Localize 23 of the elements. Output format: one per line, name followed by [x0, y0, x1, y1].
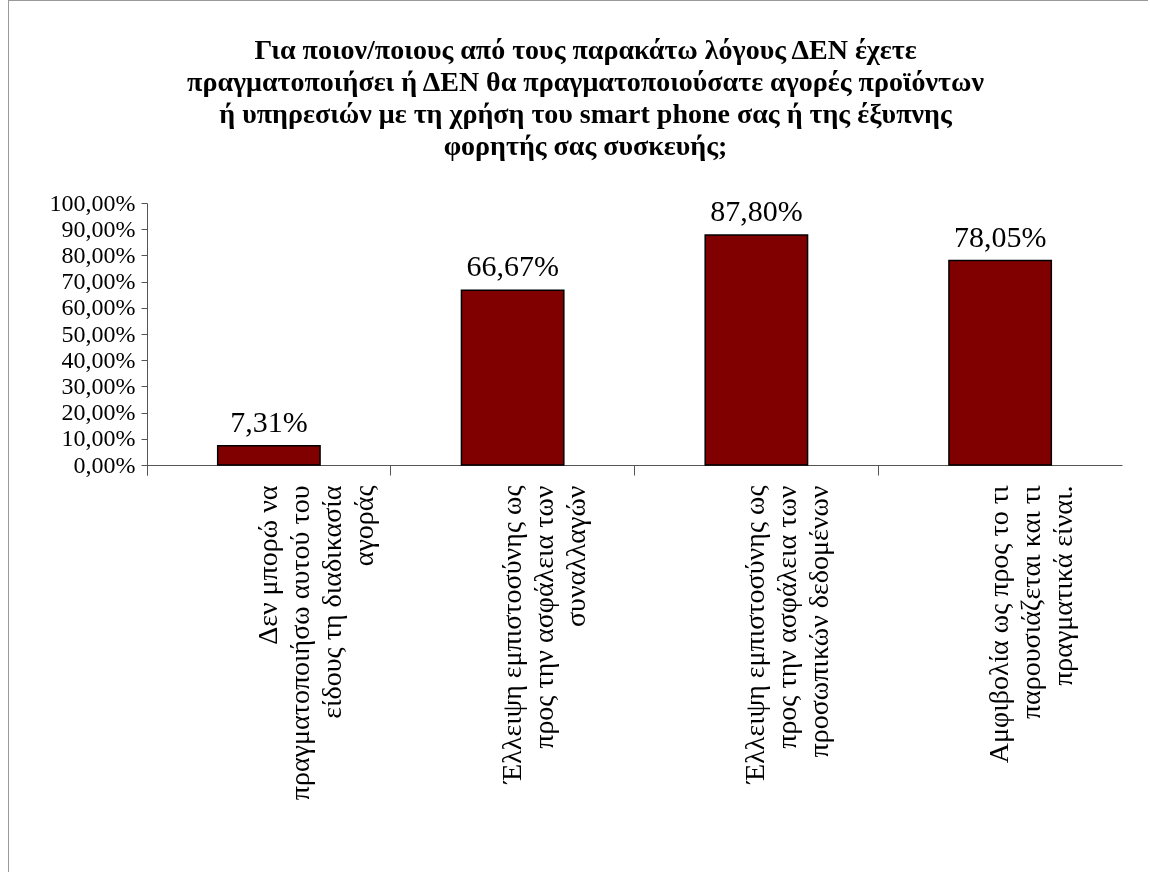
x-tick-label: Αμφιβολία ως προς το τι παρουσιάζεται και τι πραγματικά είναι.: [983, 485, 1079, 764]
y-tick-label: 30,00%: [61, 372, 136, 399]
chart-title: Για ποιον/ποιους από τους παρακάτω λόγους ΔΕΝ έχετε πραγματοποιήσει ή ΔΕΝ θα πραγματοποιούσατε αγορές προϊόντων ή υπηρεσιών με τη χρήση του smart phone σας ή της έξυπνης φορητής σας συσκευής;: [187, 34, 985, 161]
bar: [704, 234, 809, 466]
y-tick-label: 100,00%: [49, 189, 136, 216]
x-tick-label: Έλλειψη εμπιστοσύνης ως προς την ασφάλεια των συναλλαγών: [495, 485, 591, 785]
y-tick-label: 40,00%: [61, 346, 136, 373]
x-tick-label: Δεν μπορώ να πραγματοποιήσω αυτού του είδους τη διαδικασία αγοράς: [251, 485, 379, 801]
y-tick-label: 10,00%: [61, 425, 136, 452]
y-tick-label: 90,00%: [61, 215, 136, 242]
data-label: 87,80%: [710, 193, 803, 227]
y-tick-label: 60,00%: [61, 294, 136, 321]
bar: [216, 445, 321, 466]
data-label: 78,05%: [953, 219, 1047, 253]
bar: [460, 289, 565, 466]
y-tick-label: 0,00%: [73, 451, 136, 478]
bar: [948, 259, 1053, 466]
data-label: 66,67%: [466, 249, 559, 283]
y-tick-label: 50,00%: [61, 320, 136, 347]
data-label: 7,31%: [230, 404, 308, 438]
y-tick-label: 20,00%: [61, 399, 136, 426]
y-tick-label: 70,00%: [61, 268, 136, 295]
y-tick-label: 80,00%: [61, 241, 136, 268]
